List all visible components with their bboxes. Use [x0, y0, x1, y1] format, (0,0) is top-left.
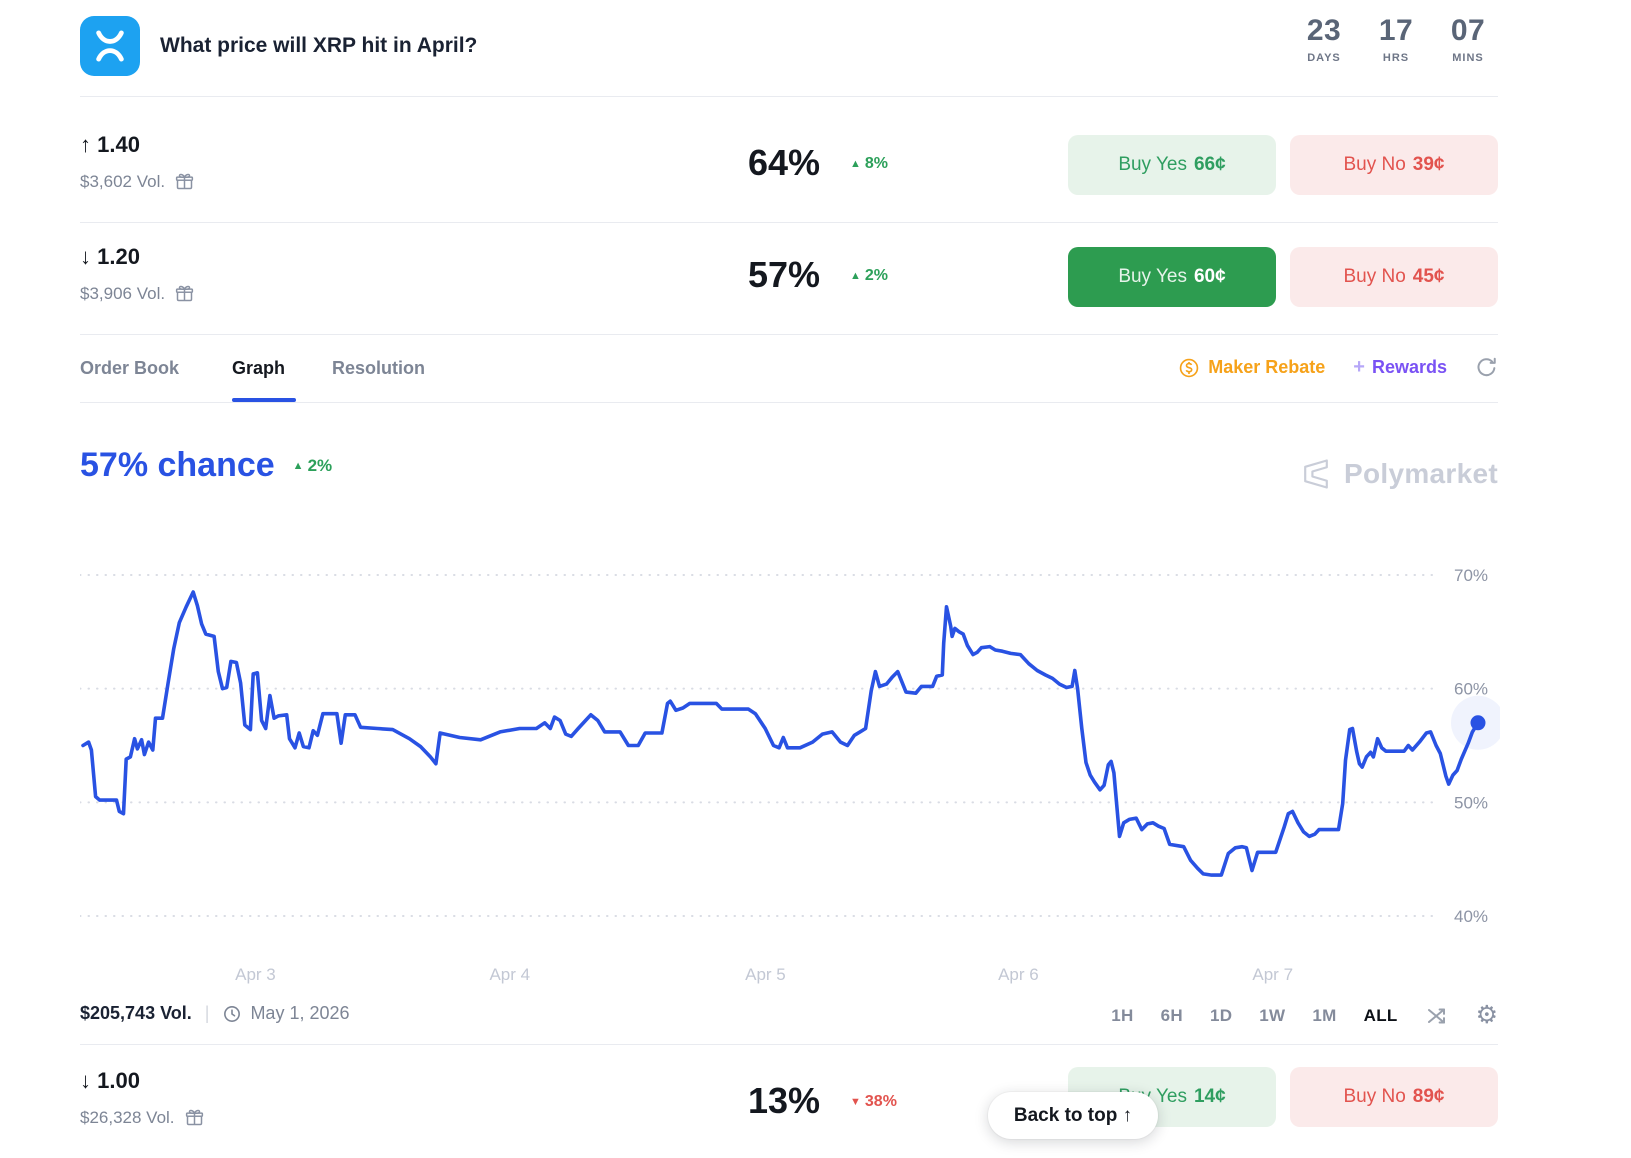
tab-toolbar: Maker Rebate + Rewards [1178, 356, 1498, 379]
outcome-chance-1.00: 13% [748, 1080, 821, 1121]
outcome-volume-1.20: $3,906 Vol. [80, 283, 195, 304]
y-axis-label: 70% [1454, 566, 1488, 585]
divider [80, 402, 1498, 403]
active-tab-underline [232, 398, 296, 402]
y-axis-label: 60% [1454, 680, 1488, 699]
outcome-chance-1.20: 57% [748, 254, 821, 295]
current-chance: 57% chance [80, 446, 275, 484]
range-1m[interactable]: 1M [1312, 1005, 1337, 1025]
buy-yes-button-1.40[interactable]: Buy Yes 66¢ [1068, 135, 1276, 195]
chart-svg[interactable]: 70% 60% 50% 40% Apr 3 Apr 4 Apr 5 Apr 6 Apr 7 [79, 530, 1505, 990]
down-triangle-icon: ▼ [850, 1096, 861, 1108]
probability-line[interactable] [81, 590, 1480, 877]
tab-order-book[interactable]: Order Book [80, 358, 180, 378]
outcome-name-1.20: ↓ 1.20 [80, 244, 140, 269]
chance-change: ▲ 2% [292, 455, 333, 475]
countdown-hours: 17 HRS [1378, 14, 1414, 64]
compare-shuffle-icon[interactable] [1425, 1004, 1449, 1028]
range-1w[interactable]: 1W [1259, 1005, 1286, 1025]
xrp-x-icon [96, 30, 124, 62]
tab-resolution[interactable]: Resolution [332, 358, 425, 378]
refresh-icon[interactable] [1475, 356, 1498, 379]
buy-no-button-1.40[interactable]: Buy No 39¢ [1290, 135, 1498, 195]
time-range-selector: 1H 6H 1D 1W 1M ALL ⚙ [1111, 1003, 1498, 1028]
x-axis-label: Apr 3 [235, 965, 276, 984]
countdown-minutes: 07 MINS [1450, 14, 1486, 64]
outcome-change-1.20: ▲ 2% [850, 267, 889, 284]
back-to-top-button[interactable]: Back to top ↑ [988, 1092, 1158, 1139]
separator: | [204, 1003, 210, 1023]
endpoint-dot [1470, 715, 1486, 731]
up-triangle-icon: ▲ [292, 459, 304, 472]
x-axis-label: Apr 5 [745, 965, 786, 984]
countdown-timer: 23 DAYS 17 HRS 07 MINS [1300, 14, 1492, 64]
divider [80, 96, 1498, 97]
polymarket-logo-icon [1304, 459, 1328, 489]
outcome-chance-1.40: 64% [748, 142, 821, 183]
x-axis-label: Apr 4 [489, 965, 530, 984]
x-axis-label: Apr 7 [1252, 965, 1293, 984]
gift-icon[interactable] [174, 283, 195, 304]
range-all[interactable]: ALL [1363, 1005, 1398, 1025]
countdown-days: 23 DAYS [1306, 14, 1342, 64]
outcome-name-1.00: ↓ 1.00 [80, 1068, 140, 1093]
range-1d[interactable]: 1D [1209, 1005, 1233, 1025]
buy-no-button-1.00[interactable]: Buy No 89¢ [1290, 1067, 1498, 1127]
clock-icon [224, 1005, 241, 1022]
divider [80, 334, 1498, 335]
buy-no-button-1.20[interactable]: Buy No 45¢ [1290, 247, 1498, 307]
y-axis-label: 40% [1454, 907, 1488, 926]
rewards-button[interactable]: + Rewards [1353, 356, 1447, 378]
tab-graph[interactable]: Graph [232, 358, 286, 378]
page-title: What price will XRP hit in April? [160, 34, 478, 57]
maker-rebate-button[interactable]: Maker Rebate [1178, 357, 1325, 379]
probability-chart[interactable]: 70% 60% 50% 40% Apr 3 Apr 4 Apr 5 Apr 6 Apr 7 [79, 530, 1505, 990]
gift-icon[interactable] [184, 1107, 205, 1128]
total-volume: $205,743 Vol. [80, 1003, 192, 1023]
plus-icon: + [1353, 356, 1365, 378]
outcome-change-1.40: ▲ 8% [850, 155, 889, 172]
range-1h[interactable]: 1H [1111, 1005, 1134, 1025]
polymarket-watermark: Polymarket [1298, 456, 1498, 492]
outcome-volume-1.40: $3,602 Vol. [80, 171, 195, 192]
up-triangle-icon: ▲ [850, 270, 861, 282]
xrp-logo [80, 16, 140, 76]
divider [80, 1044, 1498, 1045]
resolution-date: May 1, 2026 [222, 1003, 350, 1024]
range-6h[interactable]: 6H [1160, 1005, 1183, 1025]
outcome-name-1.40: ↑ 1.40 [80, 132, 140, 157]
gift-icon[interactable] [174, 171, 195, 192]
outcome-volume-1.00: $26,328 Vol. [80, 1107, 205, 1128]
chart-footer-left: $205,743 Vol. | May 1, 2026 [80, 1003, 350, 1024]
y-axis-label: 50% [1454, 793, 1488, 812]
chart-header: 57% chance ▲ 2% [80, 446, 332, 485]
buy-yes-button-1.20-selected[interactable]: Buy Yes 60¢ [1068, 247, 1276, 307]
x-axis-label: Apr 6 [998, 965, 1039, 984]
coin-dollar-icon [1179, 358, 1199, 377]
gear-icon[interactable]: ⚙ [1475, 1001, 1498, 1029]
outcome-change-1.00: ▼ 38% [850, 1093, 897, 1110]
up-triangle-icon: ▲ [850, 158, 861, 170]
divider [80, 222, 1498, 223]
